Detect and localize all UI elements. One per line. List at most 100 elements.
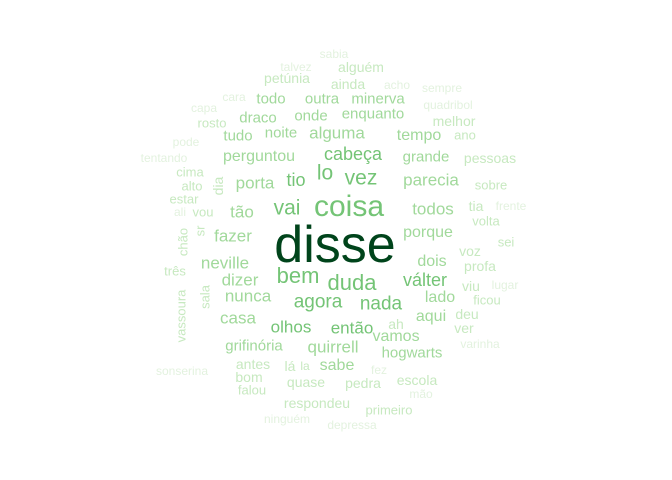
- word-onde: onde: [294, 107, 328, 125]
- word-ali: ali: [173, 205, 187, 219]
- word-porque: porque: [403, 224, 453, 241]
- word-valter: válter: [402, 270, 448, 290]
- word-tempo: tempo: [396, 127, 442, 144]
- word-quase: quase: [286, 374, 326, 390]
- word-falou: falou: [237, 382, 267, 398]
- word-ainda: ainda: [330, 76, 366, 92]
- word-rosto: rosto: [197, 115, 227, 131]
- word-respondeu: respondeu: [283, 395, 351, 411]
- word-enquanto: enquanto: [341, 105, 405, 123]
- word-estar: estar: [169, 191, 199, 207]
- word-dois: dois: [417, 253, 447, 270]
- word-pedra: pedra: [345, 375, 381, 391]
- word-bom: bom: [235, 369, 263, 385]
- word-lugar: lugar: [491, 278, 519, 292]
- word-draco: draco: [239, 109, 277, 127]
- word-olhos: olhos: [270, 317, 312, 337]
- word-casa: casa: [220, 308, 256, 328]
- word-deu: deu: [455, 306, 479, 322]
- word-perguntou: perguntou: [222, 148, 296, 165]
- word-vamos: vamos: [372, 328, 420, 345]
- word-vai: vai: [273, 196, 301, 220]
- word-la-accent: lá: [284, 358, 296, 374]
- word-grifinoria: grifinória: [225, 337, 283, 355]
- word-sobre: sobre: [474, 177, 508, 193]
- word-parecia: parecia: [403, 170, 459, 190]
- word-tao: tão: [230, 202, 254, 222]
- word-vassoura: vassoura: [173, 289, 189, 343]
- word-ficou: ficou: [473, 292, 501, 308]
- word-quirrell: quirrell: [307, 337, 359, 357]
- word-agora: agora: [293, 291, 343, 313]
- word-bem: bem: [276, 263, 320, 288]
- word-todos: todos: [412, 199, 454, 219]
- word-coisa: coisa: [313, 190, 385, 223]
- word-vez: vez: [344, 166, 378, 190]
- word-melhor: melhor: [432, 113, 476, 129]
- word-viu: viu: [462, 278, 480, 294]
- word-antes: antes: [235, 356, 271, 372]
- word-escola: escola: [396, 372, 438, 388]
- word-fez: fez: [370, 363, 388, 377]
- word-neville: neville: [200, 253, 250, 273]
- word-fazer: fazer: [214, 226, 252, 246]
- word-sei: sei: [497, 234, 515, 250]
- word-lado: lado: [424, 289, 456, 306]
- word-profa: profa: [464, 258, 496, 274]
- word-hogwarts: hogwarts: [381, 344, 443, 362]
- word-cara: cara: [222, 90, 246, 104]
- word-ah: ah: [388, 316, 404, 332]
- word-frente: frente: [495, 199, 527, 213]
- word-capa: capa: [190, 101, 218, 115]
- word-ano: ano: [454, 127, 476, 143]
- word-petunia: petúnia: [264, 70, 310, 86]
- word-chao: chão: [175, 227, 191, 257]
- word-entao: então: [330, 318, 374, 338]
- word-acho: acho: [383, 78, 411, 92]
- word-talvez: talvez: [280, 60, 312, 74]
- word-sabia: sabia: [319, 47, 349, 61]
- word-aqui: aqui: [415, 308, 447, 325]
- word-tio: tio: [286, 170, 306, 190]
- word-la: la: [300, 359, 310, 373]
- word-pode: pode: [172, 135, 200, 149]
- word-noite: noite: [264, 124, 298, 142]
- word-tudo: tudo: [223, 127, 253, 145]
- word-disse: disse: [274, 216, 396, 274]
- word-vou: vou: [192, 204, 214, 220]
- word-tia: tia: [468, 198, 484, 214]
- word-primeiro: primeiro: [365, 402, 413, 418]
- word-pessoas: pessoas: [463, 150, 517, 166]
- word-volta: volta: [472, 213, 500, 229]
- word-tentando: tentando: [140, 151, 188, 165]
- word-cabeca: cabeça: [323, 144, 383, 164]
- word-sala: sala: [197, 285, 213, 309]
- word-sabe: sabe: [319, 357, 355, 374]
- word-nada: nada: [359, 293, 403, 315]
- word-porta: porta: [235, 173, 275, 193]
- word-alguem: alguém: [338, 59, 384, 75]
- word-ninguem: ninguém: [263, 412, 311, 426]
- word-alto: alto: [181, 178, 203, 194]
- word-mao: mão: [409, 387, 433, 401]
- word-dia: dia: [210, 176, 226, 196]
- word-minerva: minerva: [351, 90, 405, 108]
- word-quadribol: quadribol: [423, 98, 473, 112]
- word-varinha: varinha: [460, 337, 500, 351]
- word-nunca: nunca: [224, 286, 272, 306]
- word-ver: ver: [454, 320, 474, 336]
- word-voz: voz: [459, 243, 481, 259]
- word-sr: sr: [192, 225, 208, 237]
- word-duda: duda: [327, 270, 377, 295]
- word-alguma: alguma: [309, 123, 365, 143]
- word-todo: todo: [256, 90, 286, 108]
- word-outra: outra: [304, 90, 340, 108]
- word-sempre: sempre: [421, 81, 463, 95]
- word-grande: grande: [402, 148, 450, 166]
- word-sonserina: sonserina: [155, 364, 209, 378]
- word-cima: cima: [176, 164, 204, 180]
- word-lo: lo: [316, 161, 334, 185]
- word-dizer: dizer: [221, 270, 259, 290]
- word-tres: três: [164, 263, 186, 279]
